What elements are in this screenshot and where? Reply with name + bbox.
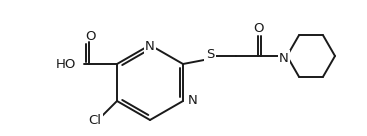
Text: Cl: Cl [88, 115, 102, 128]
Text: N: N [279, 52, 289, 64]
Text: O: O [254, 22, 264, 35]
Text: N: N [188, 95, 198, 107]
Text: HO: HO [56, 58, 76, 70]
Text: S: S [206, 49, 214, 61]
Text: O: O [85, 30, 95, 42]
Text: N: N [145, 40, 155, 53]
